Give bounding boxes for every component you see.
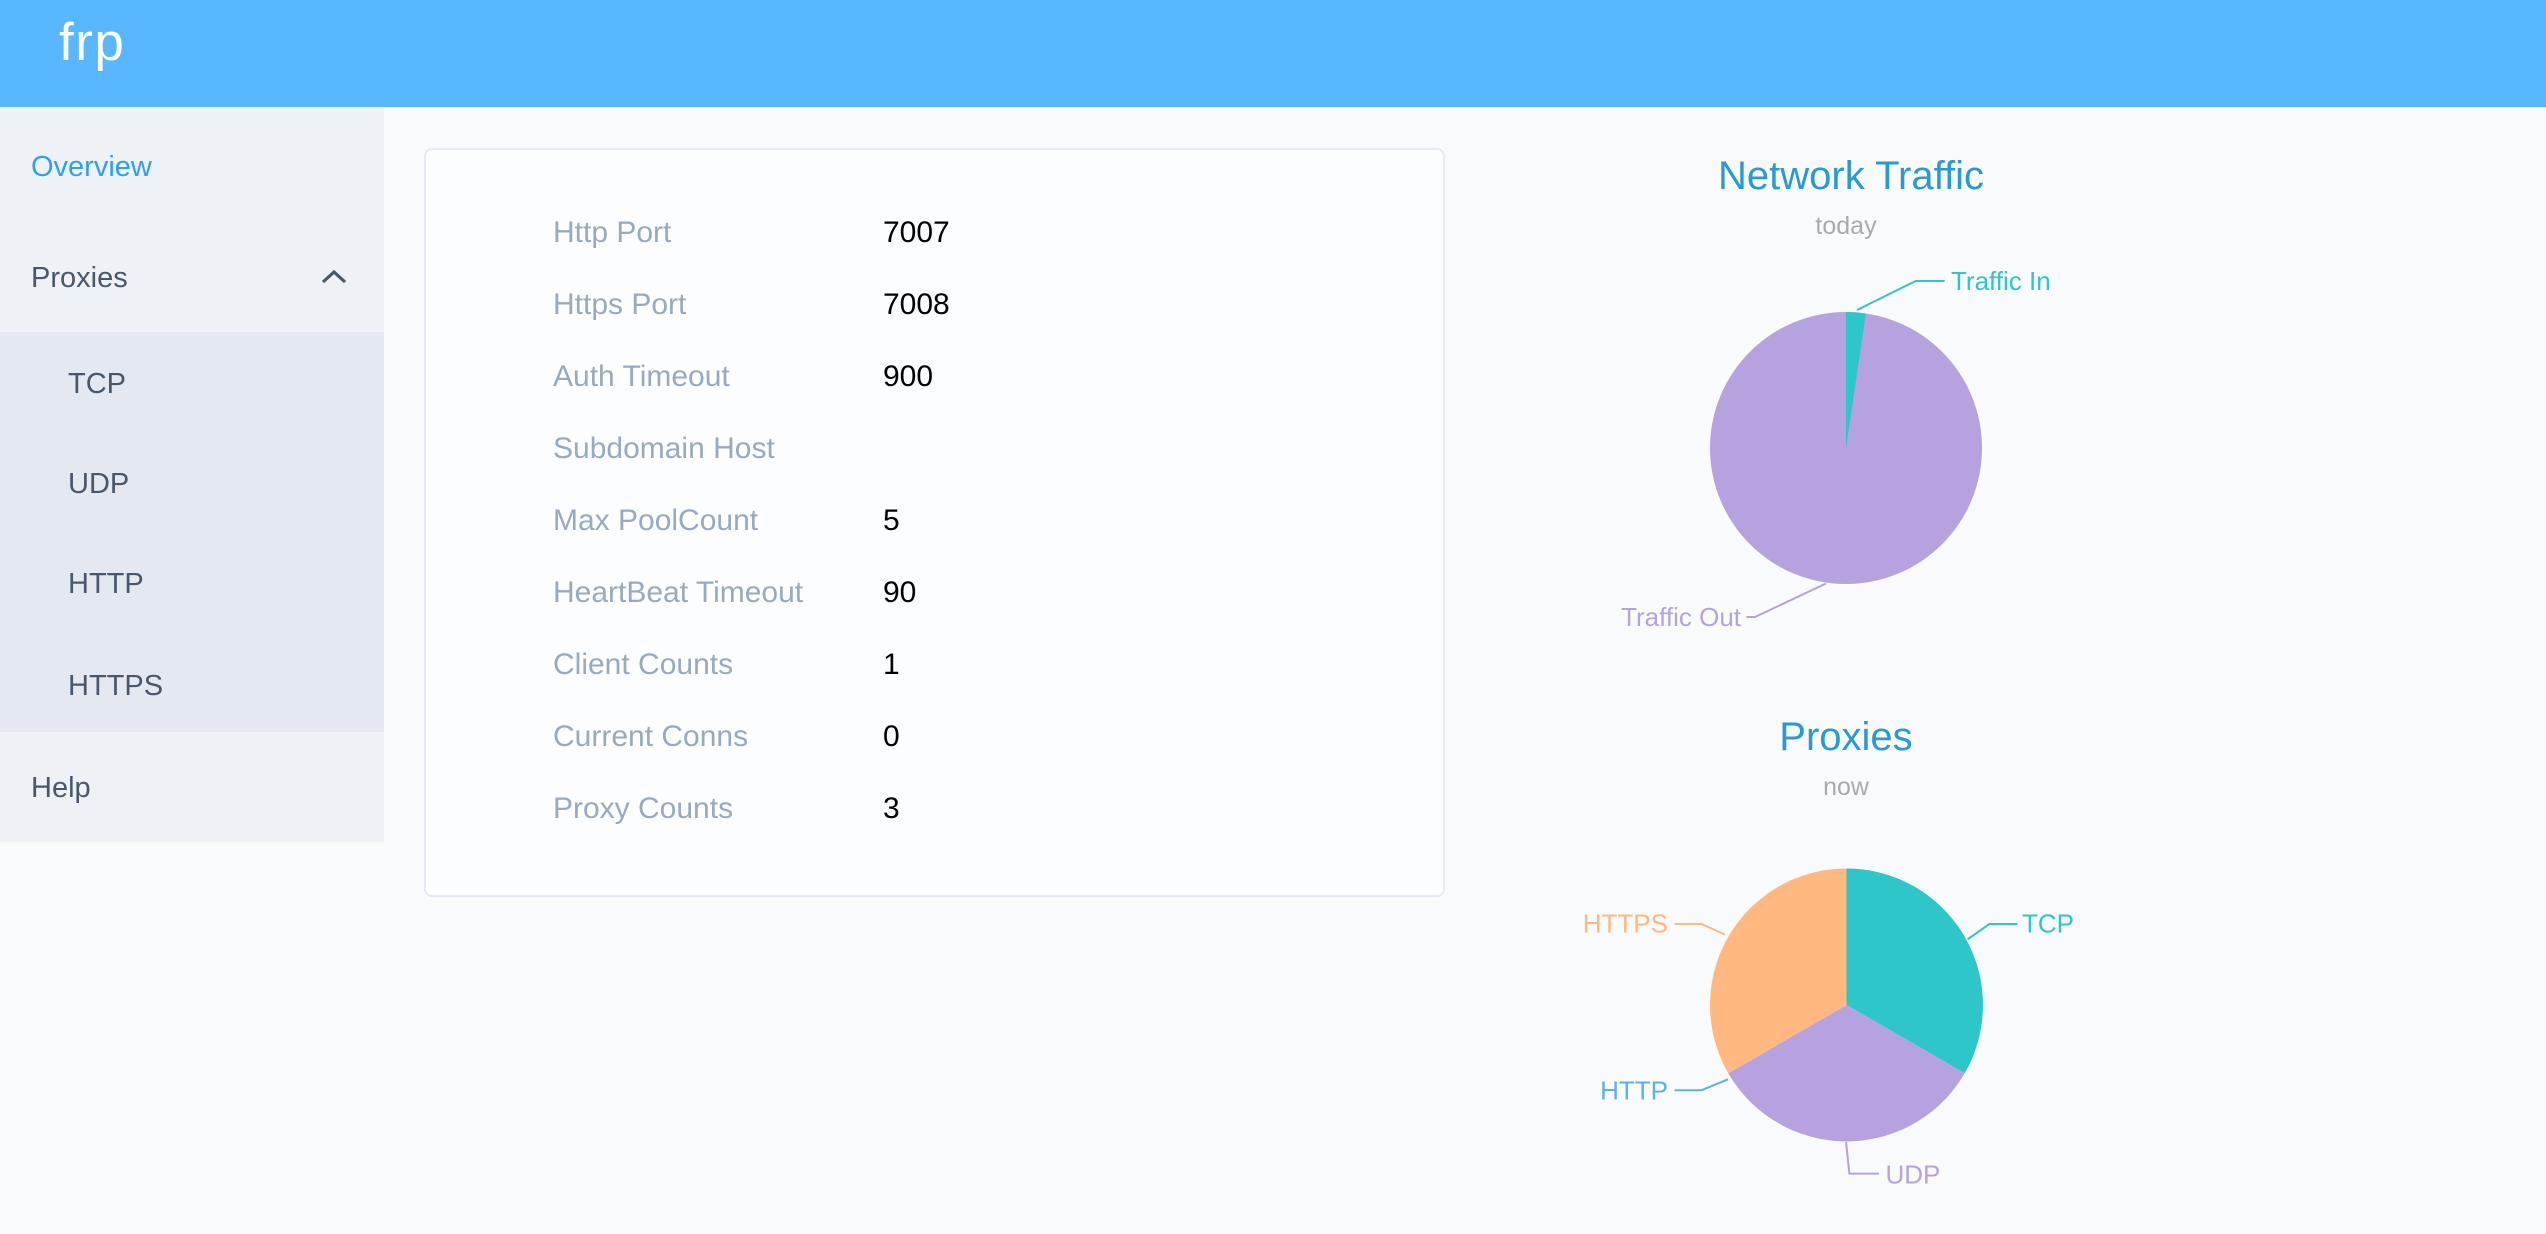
svg-text:UDP: UDP — [1886, 1160, 1941, 1190]
svg-text:TCP: TCP — [2022, 909, 2074, 939]
svg-text:HTTP: HTTP — [1600, 1075, 1668, 1105]
svg-text:Traffic Out: Traffic Out — [1621, 602, 1742, 632]
svg-text:today: today — [1815, 212, 1877, 240]
svg-text:HTTPS: HTTPS — [1583, 909, 1668, 939]
svg-text:now: now — [1823, 773, 1870, 801]
svg-text:Network Traffic: Network Traffic — [1718, 154, 1984, 198]
svg-text:Traffic In: Traffic In — [1951, 266, 2051, 296]
svg-text:Proxies: Proxies — [1779, 715, 1912, 759]
